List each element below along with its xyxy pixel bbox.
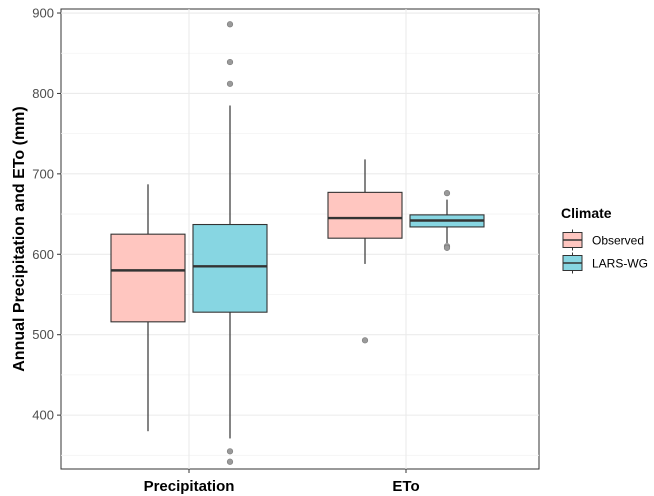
box-iqr (327, 191, 403, 239)
box-lars-wg-precipitation (192, 21, 268, 465)
outlier-point (226, 448, 234, 455)
outlier-point (226, 458, 234, 465)
y-tick-label: 500 (32, 327, 54, 342)
x-tick-label: ETo (392, 478, 419, 495)
outlier-point (226, 21, 234, 28)
x-axis-ticks: Precipitation ETo (144, 469, 420, 495)
y-axis-ticks: 400 500 600 700 800 900 (32, 6, 61, 423)
legend-key-observed: Observed (562, 229, 644, 251)
y-tick-label: 800 (32, 86, 54, 101)
outlier-point (226, 58, 234, 66)
box-iqr (110, 233, 186, 323)
outlier-point (443, 244, 451, 251)
box-observed-eto (327, 159, 403, 344)
outlier-point (226, 80, 234, 87)
boxes-layer (110, 21, 485, 465)
y-tick-label: 900 (32, 6, 54, 21)
y-tick-label: 600 (32, 247, 54, 262)
box-observed-precipitation (110, 184, 186, 432)
legend-label: LARS-WG (592, 257, 648, 271)
box-iqr (192, 223, 268, 313)
y-tick-label: 400 (32, 408, 54, 423)
outlier-point (443, 190, 451, 197)
y-axis-title: Annual Precipitation and ETo (mm) (11, 106, 28, 372)
legend-label: Observed (592, 234, 644, 248)
outlier-point (361, 337, 369, 344)
legend-key-lars-wg: LARS-WG (562, 252, 648, 274)
box-lars-wg-eto (409, 190, 485, 251)
x-tick-label: Precipitation (144, 478, 235, 495)
legend: Climate Observed LARS-WG (561, 205, 648, 274)
legend-title: Climate (561, 205, 612, 221)
y-tick-label: 700 (32, 166, 54, 181)
